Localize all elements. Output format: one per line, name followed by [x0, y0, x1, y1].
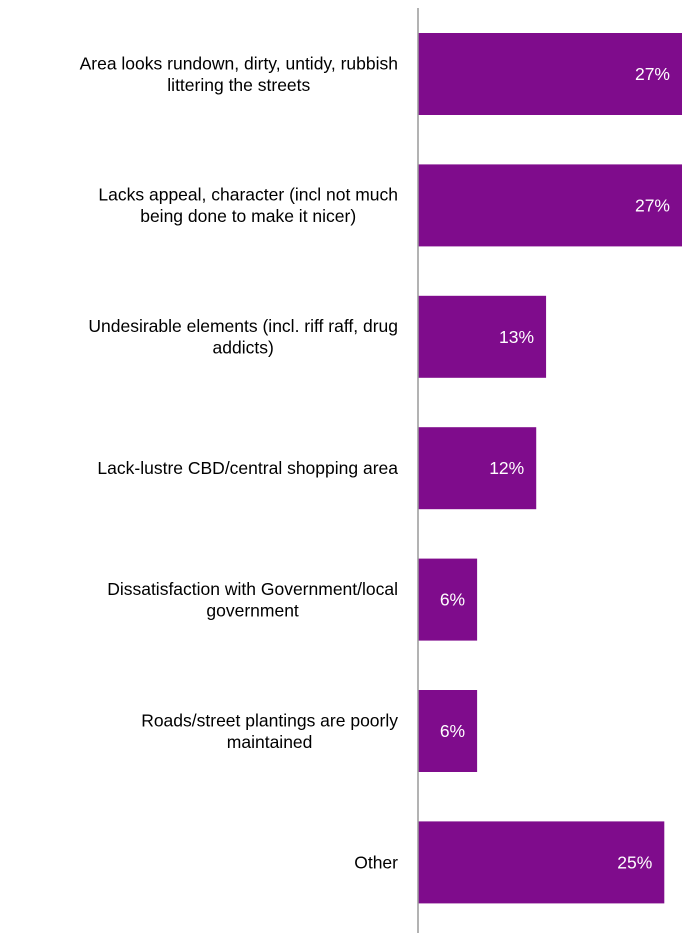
- bar-5: [418, 558, 478, 641]
- category-label-3: Undesirable elements (incl. riff raff, d…: [88, 316, 398, 358]
- bar-6: [418, 690, 478, 772]
- bar-value-label-2: 27%: [635, 195, 670, 215]
- bar-3: [418, 295, 547, 378]
- category-label-5: Dissatisfaction with Government/local gov…: [107, 579, 398, 621]
- bar-2: [418, 164, 682, 247]
- bar-7: [418, 821, 665, 904]
- category-label-4: Lack-lustre CBD/central shopping area: [97, 458, 398, 478]
- bar-4: [418, 427, 537, 510]
- category-label-1: Area looks rundown, dirty, untidy, rubbi…: [80, 53, 398, 95]
- category-labels-layer: Area looks rundown, dirty, untidy, rubbi…: [80, 53, 399, 872]
- bar-value-label-6: 6%: [440, 721, 465, 741]
- bar-value-label-4: 12%: [489, 458, 524, 478]
- bar-value-label-3: 13%: [499, 327, 534, 347]
- category-label-7: Other: [354, 852, 398, 872]
- bars-layer: 27% 27% 13% 12% 6% 6% 25%: [418, 33, 682, 904]
- category-label-2: Lacks appeal, character (incl not much be…: [98, 185, 398, 227]
- category-label-6: Roads/street plantings are poorly maintai…: [141, 710, 398, 752]
- bar-value-label-5: 6%: [440, 590, 465, 610]
- bar-1: [418, 33, 682, 115]
- bar-value-label-1: 27%: [635, 64, 670, 84]
- bar-value-label-7: 25%: [617, 852, 652, 872]
